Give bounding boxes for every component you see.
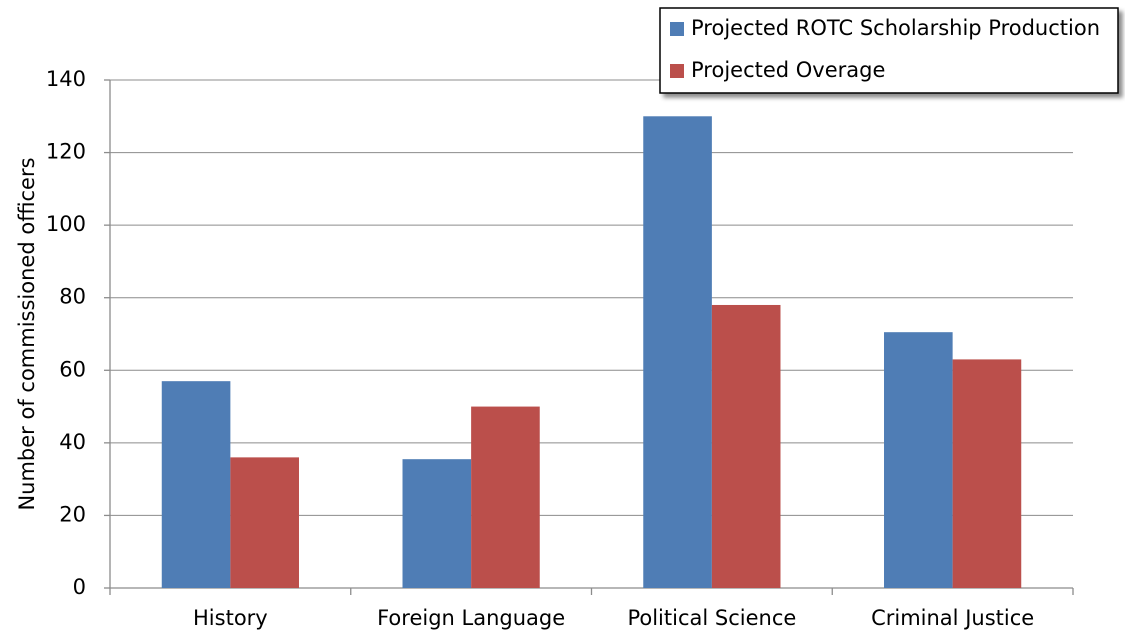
bar [884, 332, 953, 588]
y-tick-label: 20 [59, 502, 86, 526]
bar [230, 457, 299, 588]
legend-label: Projected ROTC Scholarship Production [691, 16, 1100, 40]
y-tick-label: 0 [73, 575, 86, 599]
legend-box [659, 7, 1119, 94]
legend-swatch [670, 22, 684, 36]
bar [643, 116, 712, 589]
y-tick-label: 60 [59, 357, 86, 381]
bar [161, 381, 231, 588]
bar [471, 406, 540, 588]
x-tick-label: Criminal Justice [871, 606, 1034, 630]
x-tick-label: Foreign Language [377, 606, 565, 630]
x-tick-label: History [193, 606, 268, 630]
legend-label: Projected Overage [691, 58, 885, 82]
y-tick-label: 40 [59, 430, 86, 454]
y-axis-label: Number of commissioned officers [15, 157, 39, 510]
y-tick-label: 100 [46, 212, 86, 236]
x-tick-label: Political Science [627, 606, 796, 630]
bar [952, 359, 1022, 588]
bar [711, 304, 781, 588]
y-tick-label: 80 [59, 285, 86, 309]
legend-swatch [670, 64, 684, 78]
legend: Projected ROTC Scholarship Production Pro… [659, 7, 1119, 94]
bar [402, 459, 472, 588]
y-tick-label: 120 [46, 140, 86, 164]
y-tick-label: 140 [46, 67, 86, 91]
